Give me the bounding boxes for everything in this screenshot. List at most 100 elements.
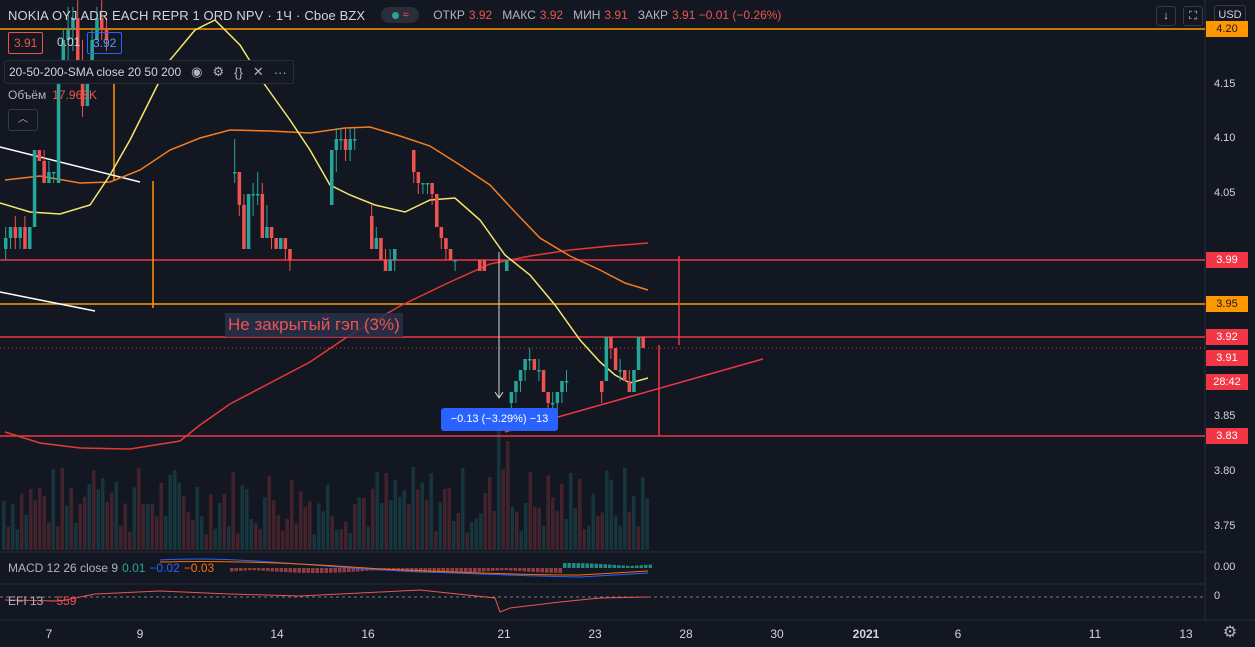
volume-bar bbox=[537, 507, 541, 550]
macd-axis-tick: 0.00 bbox=[1214, 561, 1236, 573]
x-axis-tick: 16 bbox=[361, 627, 375, 641]
candle-body bbox=[260, 194, 265, 238]
macd-histogram-bar bbox=[509, 568, 513, 571]
macd-histogram-bar bbox=[351, 568, 355, 572]
macd-histogram-bar bbox=[608, 564, 612, 568]
macd-histogram-bar bbox=[261, 568, 265, 571]
symbol-title[interactable]: NOKIA OYJ ADR EACH REPR 1 ORD NPV bbox=[8, 7, 264, 23]
chevron-up-icon: ︿ bbox=[18, 114, 28, 125]
wave-icon: ≈ bbox=[402, 8, 409, 21]
volume-bar bbox=[438, 502, 442, 550]
measure-annotation[interactable]: −0.13 (−3.29%) −13 bbox=[441, 408, 558, 431]
macd-histogram-bar bbox=[311, 568, 315, 573]
candle-body bbox=[269, 227, 274, 238]
candle-body bbox=[80, 62, 85, 106]
candle-body bbox=[541, 370, 546, 392]
eye-icon[interactable]: ◉ bbox=[191, 64, 203, 79]
sma-indicator-legend[interactable]: 20-50-200-SMA close 20 50 200 ◉ ⚙ {} ✕ ·… bbox=[4, 60, 294, 84]
macd-histogram-bar bbox=[558, 568, 562, 573]
volume-bar bbox=[105, 502, 109, 550]
volume-bar bbox=[488, 476, 492, 550]
volume-bar bbox=[456, 512, 460, 550]
scroll-down-button[interactable]: ↓ bbox=[1156, 6, 1176, 26]
macd-histogram-bar bbox=[549, 568, 553, 573]
volume-bar bbox=[348, 532, 352, 550]
volume-bar bbox=[258, 529, 262, 550]
volume-bar bbox=[609, 479, 613, 550]
macd-histogram-bar bbox=[441, 568, 445, 573]
candle-body bbox=[374, 238, 379, 249]
close-icon[interactable]: ✕ bbox=[252, 64, 264, 79]
buy-price-button[interactable]: 3.92 bbox=[87, 32, 123, 54]
macd-histogram-bar bbox=[464, 568, 468, 573]
candle-body bbox=[343, 139, 348, 150]
sell-price-button[interactable]: 3.91 bbox=[8, 32, 44, 54]
volume-bar bbox=[510, 506, 514, 550]
volume-bar bbox=[632, 496, 636, 550]
macd-histogram-bar bbox=[635, 565, 639, 568]
candle-body bbox=[636, 337, 641, 370]
volume-bar bbox=[2, 500, 6, 550]
source-code-icon[interactable]: {} bbox=[234, 64, 243, 80]
price-label-3.91: 3.91 bbox=[1206, 350, 1248, 366]
collapse-legend-button[interactable]: ︿ bbox=[8, 109, 38, 131]
volume-bar bbox=[344, 521, 348, 550]
macd-label: MACD 12 26 close 9 bbox=[8, 561, 119, 575]
price-label-3.83: 3.83 bbox=[1206, 428, 1248, 444]
macd-histogram-bar bbox=[572, 563, 576, 568]
volume-bar bbox=[461, 467, 465, 550]
market-status-toggle[interactable]: ≈ bbox=[381, 7, 420, 23]
volume-bar bbox=[600, 512, 604, 550]
x-axis-tick: 7 bbox=[45, 627, 53, 641]
macd-histogram-bar bbox=[324, 568, 328, 573]
candle-body bbox=[85, 73, 90, 106]
volume-bar bbox=[83, 496, 87, 550]
more-icon[interactable]: ··· bbox=[273, 64, 287, 80]
macd-histogram-bar bbox=[270, 568, 274, 572]
candle-body bbox=[532, 359, 537, 370]
spread-value: 0.01 bbox=[57, 35, 81, 49]
macd-histogram-bar bbox=[315, 568, 319, 573]
candle-body bbox=[8, 227, 13, 238]
candle-body bbox=[256, 194, 260, 196]
macd-hist-value: 0.01 bbox=[122, 561, 146, 575]
price-label-3.92: 3.92 bbox=[1206, 329, 1248, 345]
chart-settings-gear-icon[interactable]: ⚙ bbox=[1222, 624, 1238, 641]
fullscreen-button[interactable]: ⛶ bbox=[1183, 6, 1203, 26]
volume-bar bbox=[528, 471, 532, 550]
gear-icon[interactable]: ⚙ bbox=[212, 64, 225, 79]
volume-bar bbox=[614, 515, 618, 550]
candle-body bbox=[478, 260, 482, 271]
interval-label[interactable]: 1Ч bbox=[275, 7, 292, 23]
exchange-label: Cboe BZX bbox=[304, 7, 366, 23]
volume-bar bbox=[443, 488, 447, 550]
volume-bar bbox=[42, 495, 46, 550]
gap-annotation[interactable]: Не закрытый гэп (3%) bbox=[225, 313, 403, 337]
volume-bar bbox=[15, 529, 19, 550]
candle-body bbox=[641, 337, 645, 348]
volume-bar bbox=[231, 472, 235, 550]
candle-body bbox=[482, 260, 487, 271]
x-axis-tick: 11 bbox=[1088, 627, 1102, 641]
volume-bar bbox=[317, 503, 321, 550]
volume-bar bbox=[470, 522, 474, 550]
trend-line bbox=[0, 291, 96, 312]
macd-histogram-bar bbox=[446, 568, 450, 573]
candle-body bbox=[348, 139, 352, 150]
candle-body bbox=[353, 139, 357, 141]
volume-bar bbox=[546, 475, 550, 550]
volume-bar bbox=[465, 532, 469, 550]
macd-histogram-bar bbox=[477, 568, 481, 572]
macd-histogram-bar bbox=[279, 568, 283, 572]
volume-bar bbox=[497, 412, 501, 550]
volume-legend: Объём 17.968K bbox=[8, 88, 97, 102]
macd-histogram-bar bbox=[491, 568, 495, 571]
macd-histogram-bar bbox=[356, 568, 360, 572]
macd-histogram-bar bbox=[617, 565, 621, 568]
volume-bar bbox=[267, 475, 271, 550]
volume-bar bbox=[474, 518, 478, 550]
candle-body bbox=[439, 227, 444, 238]
volume-bar bbox=[51, 469, 55, 550]
candle-body bbox=[339, 139, 343, 141]
